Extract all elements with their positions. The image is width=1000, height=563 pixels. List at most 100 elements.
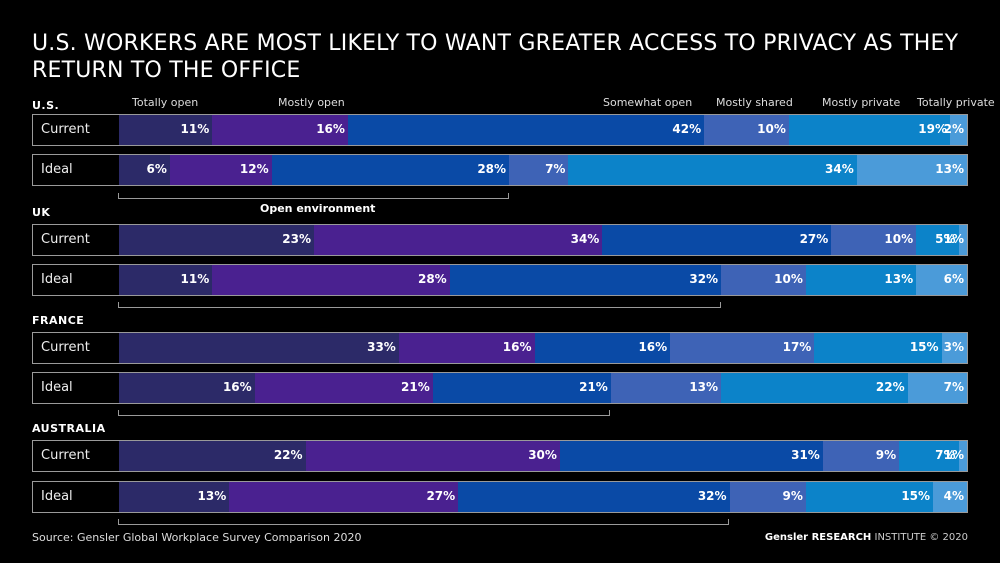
data-label: 9% <box>782 489 803 503</box>
bar-area: 16% 21% 21% 13% 22% 7% <box>119 373 967 403</box>
data-label: 7% <box>943 380 964 394</box>
row-label: Ideal <box>41 272 73 287</box>
bar-row-ideal: Ideal 13% 27% 32% 9% 15% 4% <box>32 481 968 513</box>
bar-segment-mostly-open: 28% <box>212 265 450 295</box>
bar-segment-somewhat-open: 42% <box>347 115 705 145</box>
bar-segment-mostly-open: 21% <box>254 373 433 403</box>
bar-row-current: Current 22% 30% 31% 9% 7% 1% <box>32 440 968 472</box>
bar-segment-totally-open: 16% <box>119 373 255 403</box>
data-label: 1% <box>943 232 964 246</box>
bar-segment-mostly-shared: 10% <box>831 225 917 255</box>
bar-row-ideal: Ideal 16% 21% 21% 13% 22% 7% <box>32 372 968 404</box>
data-label: 17% <box>782 340 812 354</box>
bar-segment-mostly-private: 34% <box>568 155 857 185</box>
bar-row-ideal: Ideal 6% 12% 28% 7% 34% 13% <box>32 154 968 186</box>
data-label: 32% <box>697 489 727 503</box>
data-label: 42% <box>672 122 702 136</box>
data-label: 11% <box>180 122 210 136</box>
bar-segment-totally-private: 3% <box>941 333 967 363</box>
bar-segment-mostly-private: 5% <box>916 225 959 255</box>
data-label: 28% <box>477 162 507 176</box>
row-label: Ideal <box>41 380 73 395</box>
chart-title: U.S. WORKERS ARE MOST LIKELY TO WANT GRE… <box>32 31 959 83</box>
row-label: Ideal <box>41 162 73 177</box>
bar-segment-totally-open: 6% <box>119 155 170 185</box>
data-label: 15% <box>909 340 939 354</box>
data-label: 16% <box>316 122 345 136</box>
data-label: 13% <box>935 162 964 176</box>
open-environment-bracket <box>118 193 509 199</box>
bar-area: 22% 30% 31% 9% 7% 1% <box>119 441 967 471</box>
bar-segment-mostly-shared: 7% <box>509 155 569 185</box>
bar-segment-totally-open: 23% <box>119 225 315 255</box>
data-label: 13% <box>689 380 719 394</box>
data-label: 16% <box>638 340 668 354</box>
bracket-annotation: Open environment <box>260 202 376 215</box>
bar-segment-mostly-shared: 9% <box>822 441 900 471</box>
bar-area: 33% 16% 16% 17% 15% 3% <box>119 333 967 363</box>
data-label: 34% <box>570 232 600 246</box>
bar-segment-mostly-open: 34% <box>314 225 603 255</box>
category-label-mostly-open: Mostly open <box>278 96 345 109</box>
category-label-totally-private: Totally private <box>917 96 995 109</box>
bar-segment-mostly-private: 7% <box>899 441 959 471</box>
data-label: 34% <box>825 162 854 176</box>
data-label: 10% <box>774 272 803 286</box>
data-label: 27% <box>426 489 456 503</box>
bar-segment-somewhat-open: 32% <box>449 265 722 295</box>
bar-row-current: Current 11% 16% 42% 10% 19% 2% <box>32 114 968 146</box>
data-label: 1% <box>943 448 964 462</box>
bar-segment-totally-private: 7% <box>907 373 967 403</box>
bar-segment-somewhat-open: 32% <box>458 482 730 512</box>
data-label: 10% <box>757 122 786 136</box>
bar-segment-totally-open: 11% <box>119 265 213 295</box>
row-label: Current <box>41 448 90 463</box>
data-label: 2% <box>943 122 964 136</box>
row-label: Current <box>41 340 90 355</box>
data-label: 6% <box>146 162 167 176</box>
data-label: 12% <box>239 162 269 176</box>
credit-rest: INSTITUTE © 2020 <box>874 532 969 543</box>
bar-row-current: Current 33% 16% 16% 17% 15% 3% <box>32 332 968 364</box>
data-label: 11% <box>180 272 210 286</box>
data-label: 21% <box>401 380 430 394</box>
bar-segment-somewhat-open: 21% <box>432 373 611 403</box>
category-label-mostly-private: Mostly private <box>822 96 901 109</box>
bar-segment-somewhat-open: 28% <box>271 155 510 185</box>
country-label: FRANCE <box>32 314 85 327</box>
row-label: Current <box>41 232 90 247</box>
bar-area: 11% 16% 42% 10% 19% 2% <box>119 115 967 145</box>
data-label: 31% <box>791 448 820 462</box>
bar-segment-mostly-open: 30% <box>305 441 560 471</box>
bar-segment-mostly-private: 22% <box>721 373 908 403</box>
category-label-totally-open: Totally open <box>132 96 199 109</box>
data-label: 27% <box>799 232 829 246</box>
category-label-mostly-shared: Mostly shared <box>716 96 793 109</box>
bar-segment-mostly-shared: 13% <box>610 373 722 403</box>
bar-segment-somewhat-open: 27% <box>602 225 832 255</box>
bar-segment-totally-open: 33% <box>119 333 399 363</box>
country-label: UK <box>32 206 51 219</box>
bar-segment-totally-private: 1% <box>944 225 967 255</box>
bar-area: 11% 28% 32% 10% 13% 6% <box>119 265 967 295</box>
data-label: 22% <box>273 448 303 462</box>
row-label: Current <box>41 122 90 137</box>
data-label: 16% <box>502 340 532 354</box>
data-label: 16% <box>222 380 252 394</box>
bar-segment-mostly-private: 15% <box>805 482 934 512</box>
country-label: AUSTRALIA <box>32 422 106 435</box>
category-label-somewhat-open: Somewhat open <box>603 96 693 109</box>
bar-segment-mostly-private: 15% <box>814 333 942 363</box>
bar-segment-totally-private: 1% <box>944 441 967 471</box>
bar-segment-mostly-shared: 10% <box>704 115 789 145</box>
bar-segment-totally-open: 13% <box>119 482 230 512</box>
bar-segment-somewhat-open: 31% <box>559 441 823 471</box>
bar-segment-mostly-private: 19% <box>788 115 951 145</box>
data-label: 28% <box>417 272 447 286</box>
source-note: Source: Gensler Global Workplace Survey … <box>32 531 362 544</box>
bar-segment-mostly-shared: 17% <box>670 333 815 363</box>
bar-segment-mostly-open: 16% <box>398 333 535 363</box>
bar-row-current: Current 23% 34% 27% 10% 5% 1% <box>32 224 968 256</box>
bar-segment-mostly-open: 12% <box>169 155 272 185</box>
data-label: 15% <box>901 489 931 503</box>
